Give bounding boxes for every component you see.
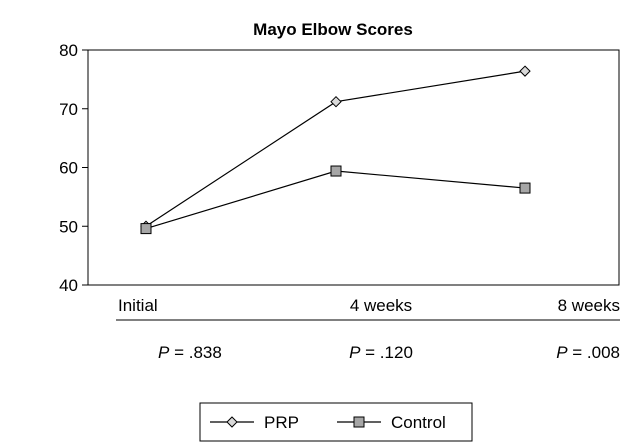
p-value-label: P = .838 (158, 343, 222, 362)
legend-marker-prp (226, 416, 238, 428)
p-value-number: = .008 (568, 343, 620, 362)
y-tick-label: 70 (59, 100, 78, 119)
legend-label-prp: PRP (264, 413, 299, 432)
point-control-2 (519, 182, 531, 194)
series-line-prp (145, 70, 526, 227)
y-tick-label: 60 (59, 159, 78, 178)
point-prp-1 (330, 95, 342, 108)
point-prp-2 (519, 65, 531, 77)
legend-marker-control (353, 416, 365, 428)
p-symbol: P (349, 343, 361, 362)
point-control-0 (140, 223, 152, 235)
chart-title: Mayo Elbow Scores (253, 20, 413, 39)
legend-label-control: Control (391, 413, 446, 432)
p-value-number: = .120 (360, 343, 412, 362)
p-value-label: P = .120 (349, 343, 413, 362)
series-line-control (145, 170, 526, 230)
y-tick-label: 80 (59, 41, 78, 60)
p-value-label: P = .008 (556, 343, 620, 362)
y-axis: 40 50 60 70 80 (59, 41, 88, 295)
category-label: 8 weeks (558, 296, 620, 315)
p-value-row: P = .838 P = .120 P = .008 (158, 343, 620, 362)
p-value-number: = .838 (169, 343, 221, 362)
category-label: Initial (118, 296, 158, 315)
point-control-1 (330, 165, 342, 177)
legend: PRP Control (199, 402, 473, 442)
y-tick-label: 50 (59, 217, 78, 236)
p-symbol: P (556, 343, 568, 362)
plot-area-frame (87, 49, 620, 286)
series-layer (140, 65, 531, 235)
y-tick-label: 40 (59, 276, 78, 295)
category-labels: Initial 4 weeks 8 weeks (118, 296, 620, 315)
category-label: 4 weeks (350, 296, 412, 315)
p-symbol: P (158, 343, 170, 362)
